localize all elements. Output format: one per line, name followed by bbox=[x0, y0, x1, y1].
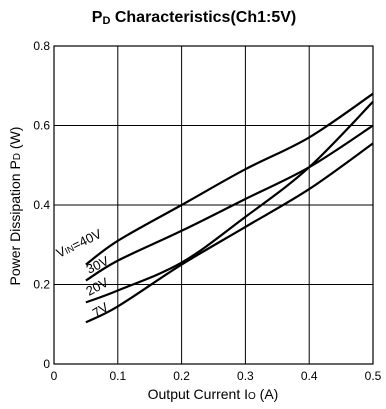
x-axis-label: Output Current IO (A) bbox=[148, 386, 279, 402]
series-line-30v bbox=[85, 124, 374, 282]
chart-title-sub: D bbox=[102, 15, 110, 27]
chart-title-main: P bbox=[92, 9, 103, 26]
x-tick-label: 0.3 bbox=[237, 369, 254, 383]
y-tick-label: 0 bbox=[43, 357, 50, 371]
curve-label-30v: 30V bbox=[84, 253, 112, 277]
y-axis-label-rest: (W) bbox=[7, 127, 23, 153]
x-tick-label: 0.4 bbox=[301, 369, 318, 383]
chart-title: PD Characteristics(Ch1:5V) bbox=[92, 9, 296, 27]
grid-lines bbox=[53, 45, 374, 365]
y-tick-label: 0.2 bbox=[33, 278, 50, 292]
y-axis-label-main: Power Dissipation P bbox=[7, 160, 23, 285]
x-tick-label: 0 bbox=[51, 369, 58, 383]
x-tick-label: 0.5 bbox=[365, 369, 382, 383]
series-line-vin-40v bbox=[85, 92, 374, 266]
x-axis-label-main: Output Current I bbox=[148, 386, 248, 402]
x-axis-label-sub: O bbox=[248, 391, 256, 402]
y-tick-label: 0.8 bbox=[33, 39, 50, 53]
x-axis-label-rest: (A) bbox=[256, 386, 279, 402]
y-tick-labels: 0 0.2 0.4 0.6 0.8 bbox=[33, 39, 50, 371]
curve-label-7v: 7V bbox=[90, 299, 112, 320]
series-line-7v bbox=[85, 142, 374, 324]
y-tick-label: 0.6 bbox=[33, 119, 50, 133]
y-tick-label: 0.4 bbox=[33, 198, 50, 212]
y-axis-label-sub: D bbox=[12, 153, 23, 160]
x-tick-label: 0.2 bbox=[173, 369, 190, 383]
x-tick-labels: 0 0.1 0.2 0.3 0.4 0.5 bbox=[51, 369, 382, 383]
plot-frame bbox=[53, 45, 374, 365]
curve-labels: VIN=40V 30V 20V 7V bbox=[54, 226, 112, 321]
chart-title-rest: Characteristics(Ch1:5V) bbox=[110, 9, 296, 26]
series-line-20v bbox=[85, 100, 374, 304]
x-tick-label: 0.1 bbox=[109, 369, 126, 383]
y-axis-label: Power Dissipation PD (W) bbox=[7, 127, 23, 286]
series-lines bbox=[85, 92, 374, 324]
